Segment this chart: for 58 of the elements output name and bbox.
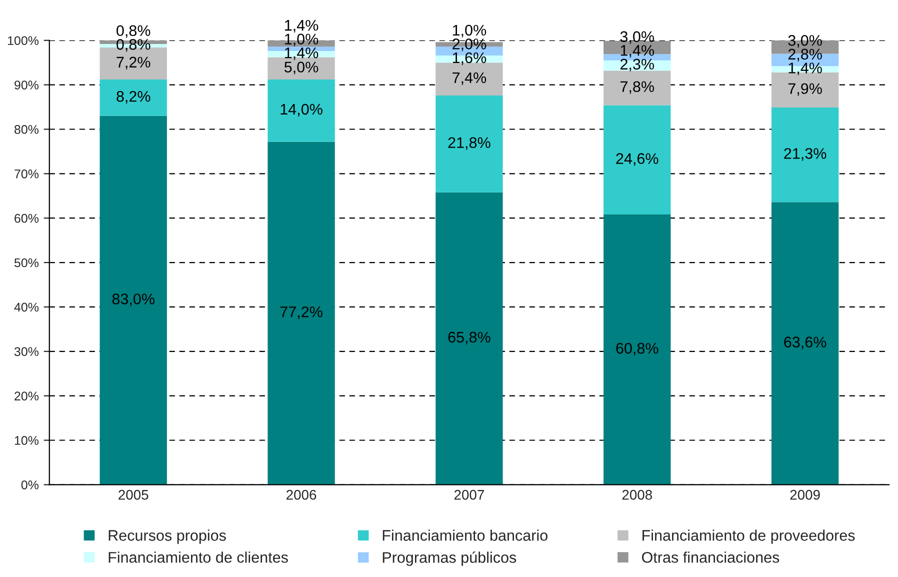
data-label: 7,2% <box>116 56 150 70</box>
bar <box>771 202 839 485</box>
data-label: 21,3% <box>784 148 826 161</box>
bar <box>604 105 671 215</box>
y-tick-label: 20% <box>14 392 39 400</box>
legend-label: Financiamiento bancario <box>382 530 548 541</box>
data-label: 1,0% <box>285 34 318 46</box>
legend-label: Recursos propios <box>108 530 226 544</box>
bar <box>771 107 839 202</box>
y-tick-label: 10% <box>14 436 39 445</box>
data-label: 2,3% <box>620 58 654 72</box>
data-label: 63,6% <box>784 336 826 350</box>
data-label: 7,8% <box>620 81 654 94</box>
data-label: 1,4% <box>285 48 318 60</box>
bar <box>436 95 503 192</box>
data-label: 1,6% <box>452 52 486 65</box>
data-label: 0,8% <box>116 25 150 38</box>
bar <box>100 116 167 485</box>
bar <box>436 192 503 485</box>
x-tick-label: 2009 <box>790 490 820 500</box>
data-label: 65,8% <box>448 332 490 344</box>
data-label: 2,8% <box>788 48 822 62</box>
y-tick-label: 100% <box>8 36 39 46</box>
data-label: 5,0% <box>284 62 318 74</box>
bar <box>100 79 167 116</box>
data-label: 1,0% <box>452 24 486 38</box>
data-label: 60,8% <box>616 342 658 356</box>
y-tick-label: 90% <box>14 80 39 90</box>
data-label: 1,4% <box>285 20 318 33</box>
legend-label: Programas públicos <box>382 551 516 566</box>
data-label: 14,0% <box>280 104 322 116</box>
bar <box>604 70 671 106</box>
data-label: 1,4% <box>788 62 822 76</box>
legend-label: Otras financiaciones <box>642 552 780 563</box>
x-tick-label: 2007 <box>454 490 484 500</box>
y-tick-label: 40% <box>14 302 39 312</box>
bar <box>268 79 335 142</box>
bar <box>604 214 671 485</box>
data-label: 7,4% <box>452 72 486 85</box>
data-label: 8,2% <box>116 90 150 104</box>
y-tick-label: 60% <box>14 214 39 223</box>
y-tick-label: 70% <box>14 169 39 178</box>
legend-label: Financiamiento de proveedores <box>642 530 855 544</box>
bar <box>268 142 335 485</box>
data-label: 0,8% <box>116 39 150 52</box>
data-label: 77,2% <box>280 306 322 320</box>
data-label: 21,8% <box>448 137 490 150</box>
y-tick-label: 30% <box>14 347 39 356</box>
data-label: 24,6% <box>616 153 658 166</box>
data-label: 7,9% <box>788 83 822 96</box>
y-tick-label: 50% <box>14 258 39 268</box>
x-tick-label: 2008 <box>622 490 652 500</box>
y-tick-label: 0% <box>21 480 39 490</box>
x-tick-label: 2005 <box>118 490 148 500</box>
y-tick-label: 80% <box>14 125 39 134</box>
data-label: 83,0% <box>112 294 154 306</box>
legend-label: Financiamiento de clientes <box>108 552 288 563</box>
x-tick-label: 2006 <box>286 490 316 500</box>
